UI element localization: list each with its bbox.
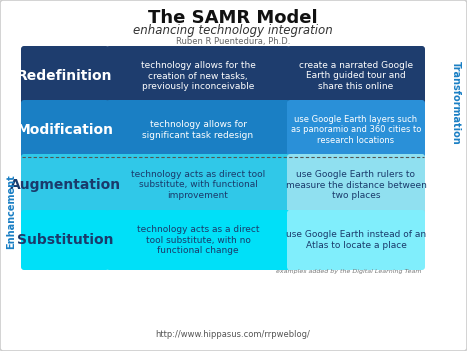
Text: Transformation: Transformation (451, 61, 461, 145)
Text: use Google Earth layers such
as panoramio and 360 cities to
research locations: use Google Earth layers such as panorami… (291, 115, 421, 145)
Text: technology acts as a direct
tool substitute, with no
functional change: technology acts as a direct tool substit… (137, 225, 259, 255)
FancyBboxPatch shape (21, 100, 109, 160)
Text: Ruben R Puentedura, Ph.D.: Ruben R Puentedura, Ph.D. (176, 37, 290, 46)
Text: technology allows for
significant task redesign: technology allows for significant task r… (142, 120, 254, 140)
Text: use Google Earth instead of an
Atlas to locate a place: use Google Earth instead of an Atlas to … (286, 230, 426, 250)
FancyBboxPatch shape (287, 46, 425, 106)
Text: Enhancement: Enhancement (6, 175, 16, 249)
Text: use Google Earth rulers to
measure the distance between
two places: use Google Earth rulers to measure the d… (285, 170, 426, 200)
FancyBboxPatch shape (106, 210, 290, 270)
Text: create a narrated Google
Earth guided tour and
share this online: create a narrated Google Earth guided to… (299, 61, 413, 91)
Text: examples added by the Digital Learning Team: examples added by the Digital Learning T… (276, 269, 422, 274)
FancyBboxPatch shape (287, 210, 425, 270)
FancyBboxPatch shape (21, 154, 109, 216)
Text: http://www.hippasus.com/rrpweblog/: http://www.hippasus.com/rrpweblog/ (156, 330, 311, 339)
FancyBboxPatch shape (106, 46, 290, 106)
FancyBboxPatch shape (287, 100, 425, 160)
FancyBboxPatch shape (106, 100, 290, 160)
Text: enhancing technology integration: enhancing technology integration (133, 24, 333, 37)
FancyBboxPatch shape (106, 154, 290, 216)
Text: technology acts as direct tool
substitute, with functional
improvement: technology acts as direct tool substitut… (131, 170, 265, 200)
Text: Modification: Modification (16, 123, 113, 137)
Text: technology allows for the
creation of new tasks,
previously inconceivable: technology allows for the creation of ne… (141, 61, 255, 91)
Text: The SAMR Model: The SAMR Model (148, 9, 318, 27)
FancyBboxPatch shape (287, 154, 425, 216)
FancyBboxPatch shape (21, 46, 109, 106)
Text: Augmentation: Augmentation (9, 178, 120, 192)
FancyBboxPatch shape (21, 210, 109, 270)
Text: Redefinition: Redefinition (17, 69, 113, 83)
Text: Substitution: Substitution (17, 233, 113, 247)
